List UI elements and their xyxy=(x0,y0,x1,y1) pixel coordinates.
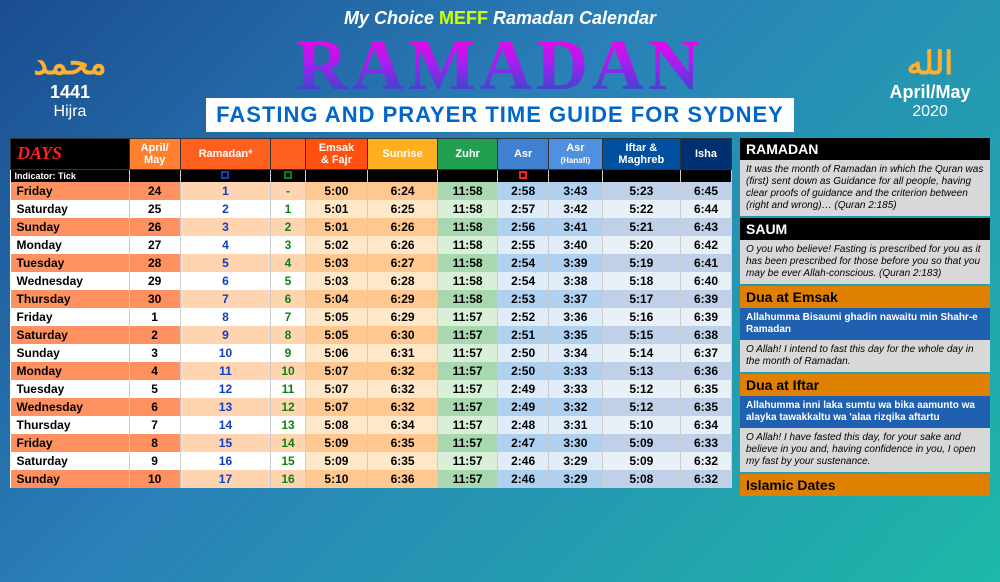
prayer-row: Sunday31095:066:3111:572:503:345:146:37 xyxy=(11,344,732,362)
prayer-times-table: DAYSApril/MayRamadan* Emsak& FajrSunriseZ… xyxy=(10,138,732,498)
hijra-badge: محمد 1441 Hijra xyxy=(20,44,120,121)
indicator-label: Indicator: Tick xyxy=(11,169,130,182)
side-box: SAUMO you who believe! Fasting is prescr… xyxy=(740,218,990,284)
prayer-row: Monday411105:076:3211:572:503:335:136:36 xyxy=(11,362,732,380)
side-box: Dua at EmsakAllahumma Bisaumi ghadin naw… xyxy=(740,286,990,372)
col-header: Zuhr xyxy=(438,138,498,169)
side-text: It was the month of Ramadan in which the… xyxy=(740,160,990,216)
side-box: RAMADANIt was the month of Ramadan in wh… xyxy=(740,138,990,216)
col-header: Iftar &Maghreb xyxy=(602,138,680,169)
col-header: Ramadan* xyxy=(180,138,271,169)
prayer-row: Saturday916155:096:3511:572:463:295:096:… xyxy=(11,452,732,470)
prayer-row: Tuesday512115:076:3211:572:493:335:126:3… xyxy=(11,380,732,398)
col-header: Asr(Hanafi) xyxy=(549,138,603,169)
prayer-row: Wednesday613125:076:3211:572:493:325:126… xyxy=(11,398,732,416)
main-title: RAMADAN xyxy=(120,33,880,98)
col-header: Isha xyxy=(681,138,732,169)
side-box: Islamic Dates xyxy=(740,474,990,496)
prayer-row: Saturday25215:016:2511:582:573:425:226:4… xyxy=(11,200,732,218)
side-panel: RAMADANIt was the month of Ramadan in wh… xyxy=(740,138,990,498)
col-header xyxy=(271,138,305,169)
prayer-row: Thursday30765:046:2911:582:533:375:176:3… xyxy=(11,290,732,308)
subtitle: FASTING AND PRAYER TIME GUIDE FOR SYDNEY xyxy=(206,98,794,132)
prayer-row: Thursday714135:086:3411:572:483:315:106:… xyxy=(11,416,732,434)
prayer-row: Wednesday29655:036:2811:582:543:385:186:… xyxy=(11,272,732,290)
side-text: O you who believe! Fasting is prescribed… xyxy=(740,240,990,284)
side-text: Allahumma inni laka sumtu wa bika aamunt… xyxy=(740,396,990,428)
side-text: O Allah! I have fasted this day, for you… xyxy=(740,428,990,472)
col-header: DAYS xyxy=(11,138,130,169)
side-text: Allahumma Bisaumi ghadin nawaitu min Sha… xyxy=(740,308,990,340)
prayer-row: Tuesday28545:036:2711:582:543:395:196:41 xyxy=(11,254,732,272)
col-header: Sunrise xyxy=(368,138,438,169)
side-text: O Allah! I intend to fast this day for t… xyxy=(740,340,990,372)
col-header: April/May xyxy=(129,138,180,169)
gregorian-badge: الله April/May 2020 xyxy=(880,44,980,121)
prayer-row: Friday241-5:006:2411:582:583:435:236:45 xyxy=(11,182,732,200)
prayer-row: Sunday1017165:106:3611:572:463:295:086:3… xyxy=(11,470,732,488)
prayer-row: Friday1875:056:2911:572:523:365:166:39 xyxy=(11,308,732,326)
prayer-row: Monday27435:026:2611:582:553:405:206:42 xyxy=(11,236,732,254)
side-header: Dua at Iftar xyxy=(740,374,990,396)
col-header: Asr xyxy=(498,138,549,169)
side-header: SAUM xyxy=(740,218,990,240)
side-header: Dua at Emsak xyxy=(740,286,990,308)
title-row: محمد 1441 Hijra RAMADAN FASTING AND PRAY… xyxy=(0,33,1000,132)
prayer-row: Sunday26325:016:2611:582:563:415:216:43 xyxy=(11,218,732,236)
prayer-row: Saturday2985:056:3011:572:513:355:156:38 xyxy=(11,326,732,344)
col-header: Emsak& Fajr xyxy=(305,138,367,169)
prayer-row: Friday815145:096:3511:572:473:305:096:33 xyxy=(11,434,732,452)
side-box: Dua at IftarAllahumma inni laka sumtu wa… xyxy=(740,374,990,472)
side-header: Islamic Dates xyxy=(740,474,990,496)
side-header: RAMADAN xyxy=(740,138,990,160)
